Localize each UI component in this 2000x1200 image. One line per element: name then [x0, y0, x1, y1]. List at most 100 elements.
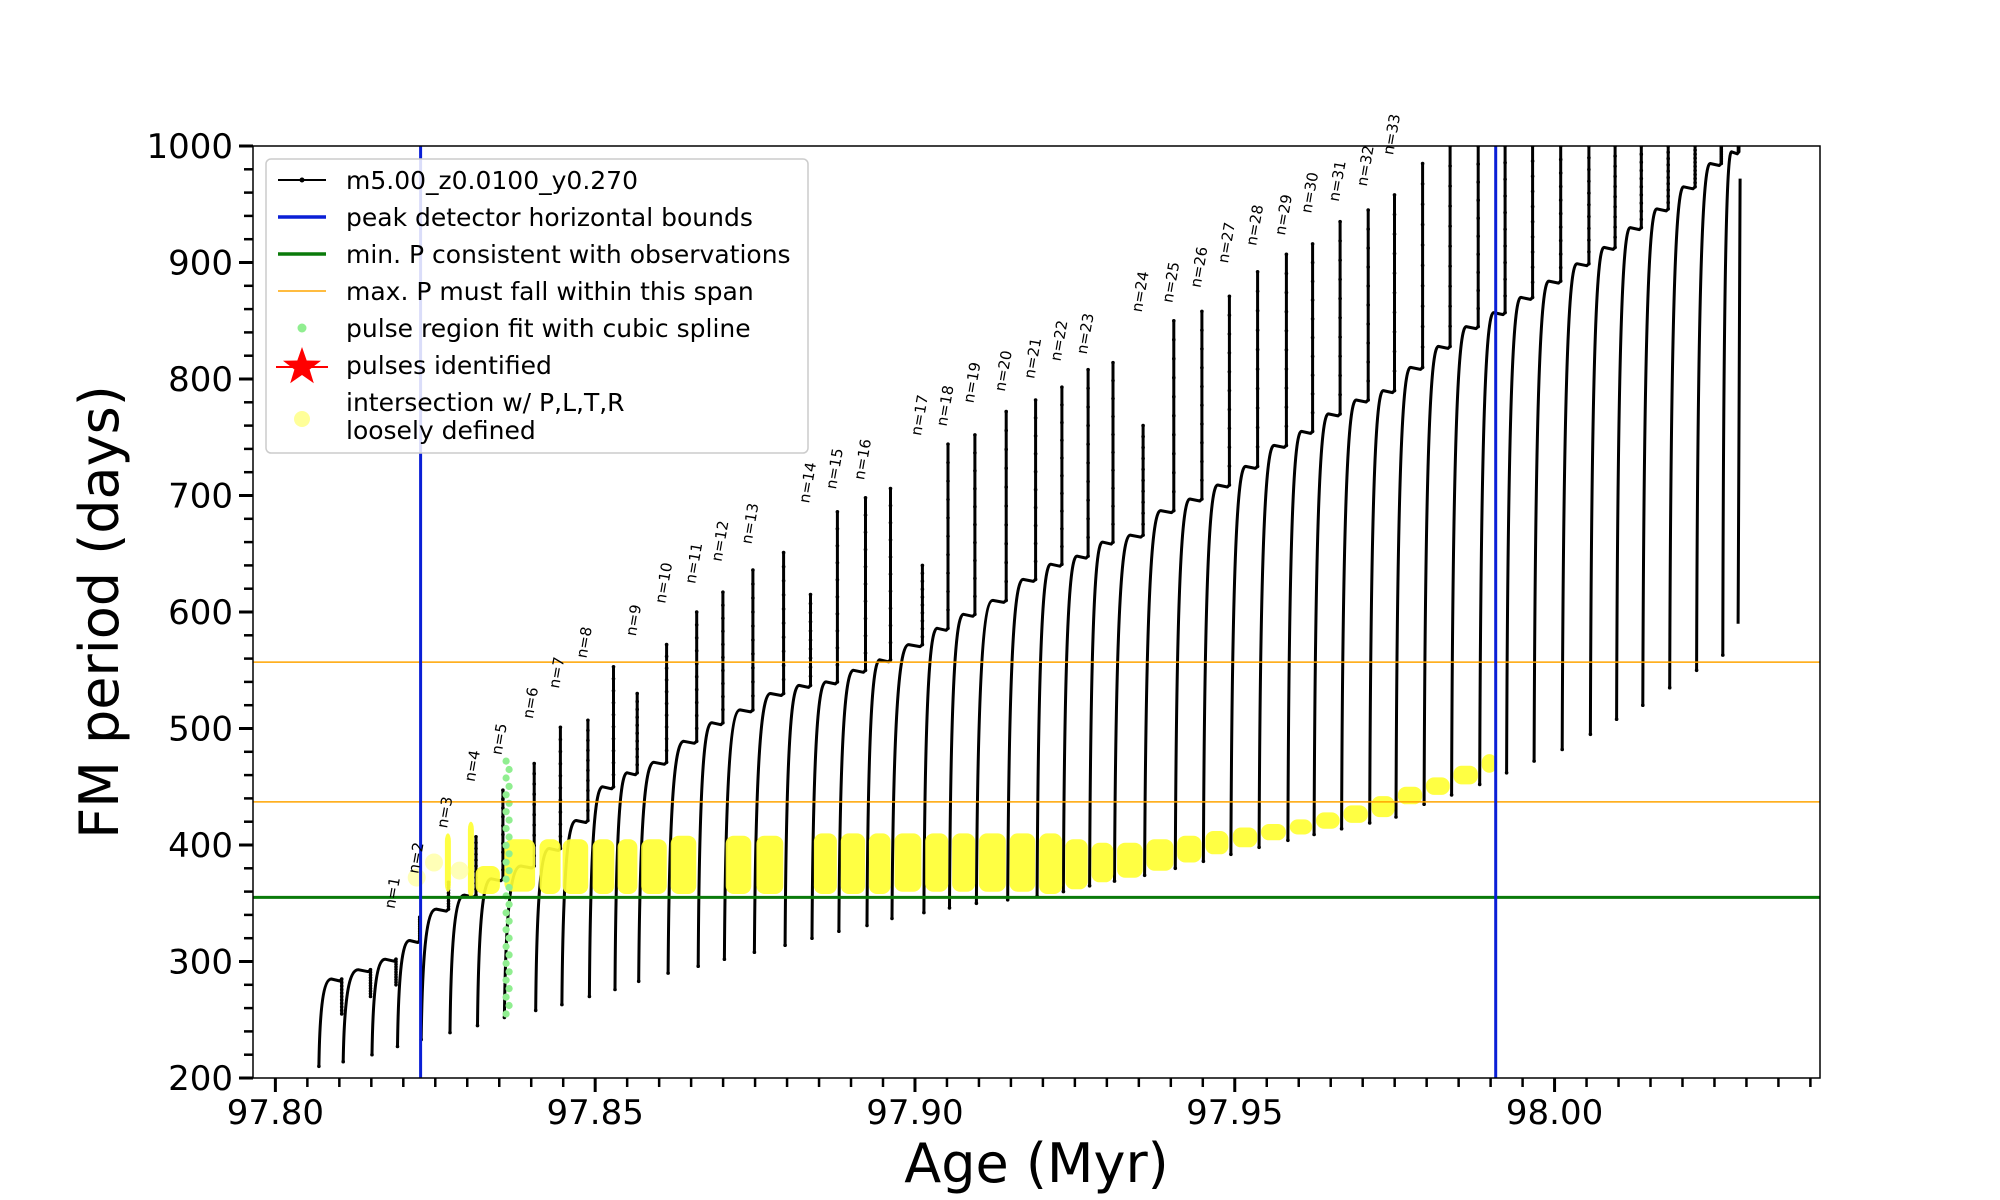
series-marker [1141, 467, 1145, 472]
series-marker [1286, 838, 1290, 843]
series-marker [1366, 322, 1370, 326]
series-marker [1255, 445, 1260, 449]
series-marker [1227, 388, 1232, 393]
x-tick-label: 98.00 [1506, 1093, 1603, 1133]
series-marker [973, 486, 977, 491]
series-marker [368, 992, 373, 996]
series-marker [694, 739, 699, 744]
series-marker [1086, 554, 1090, 558]
series-marker [1587, 261, 1591, 266]
series-marker [664, 689, 669, 694]
series-marker [611, 725, 616, 729]
series-marker [1476, 234, 1480, 239]
y-axis: 200 300 400 500 600 700 800 900 1000 [146, 127, 253, 1099]
series-marker [558, 737, 563, 742]
series-marker [532, 771, 536, 776]
series-marker [1172, 432, 1176, 437]
series-marker [721, 655, 725, 660]
series-marker [664, 725, 669, 729]
series-marker [973, 612, 977, 617]
intersection-marker [952, 833, 976, 892]
series-marker [1255, 386, 1260, 391]
intersection-marker [1261, 824, 1286, 841]
series-marker [752, 950, 757, 954]
series-marker [1558, 184, 1563, 189]
intersection-marker [725, 835, 752, 894]
series-marker [1558, 279, 1563, 283]
series-marker [751, 596, 755, 600]
series-marker [1476, 306, 1480, 311]
pulse-label: n=24 [1128, 270, 1153, 314]
series-marker [835, 646, 840, 650]
series-marker [1587, 250, 1591, 254]
series-marker [946, 442, 950, 447]
series-marker [613, 987, 617, 992]
series-marker [1392, 232, 1397, 236]
series-marker [1693, 176, 1697, 181]
series-marker [1310, 392, 1315, 396]
series-marker [1033, 434, 1038, 438]
intersection-marker [562, 839, 589, 894]
series-marker [1639, 201, 1644, 205]
pulse-label: n=6 [519, 686, 542, 720]
y-axis-label: FM period (days) [68, 385, 131, 839]
series-marker [341, 1059, 346, 1064]
series-marker [501, 797, 505, 801]
series-marker [558, 786, 563, 790]
series-marker [1558, 265, 1563, 270]
series-marker [1693, 185, 1697, 189]
series-marker [1255, 347, 1260, 352]
series-marker [835, 595, 840, 599]
series-marker [1257, 845, 1261, 850]
intersection-marker [1177, 835, 1202, 863]
series-marker [1613, 205, 1617, 209]
intersection-marker [1397, 786, 1423, 805]
x-tick-label: 97.90 [866, 1093, 963, 1133]
series-markers [317, 146, 1741, 1069]
series-marker [558, 761, 563, 766]
series-marker [1033, 416, 1038, 420]
series-marker [611, 785, 616, 789]
pulse-label: n=11 [681, 541, 706, 585]
series-marker [1310, 429, 1315, 434]
series-marker [1141, 500, 1145, 505]
pulse-label: n=7 [545, 655, 568, 689]
spline-point [505, 850, 513, 858]
series-marker [1448, 244, 1452, 248]
series-marker [808, 674, 813, 679]
series-marker [394, 980, 398, 984]
series-marker [808, 629, 813, 633]
series-marker [1338, 219, 1342, 224]
series-marker [863, 599, 868, 604]
series-marker [865, 923, 869, 928]
intersection-marker [1091, 842, 1114, 883]
legend-label: intersection w/ P,L,T,R loosely defined [346, 388, 625, 445]
series-marker [532, 761, 536, 766]
legend-label-line: loosely defined [346, 416, 536, 445]
series-marker [696, 964, 700, 968]
series-marker [1141, 511, 1145, 515]
series-marker [920, 595, 925, 599]
series-marker [1448, 164, 1452, 168]
series-marker [1613, 215, 1617, 219]
series-marker [1111, 468, 1115, 473]
intersection-marker [1146, 839, 1174, 871]
series-marker [1639, 160, 1644, 165]
intersection-marker [1117, 842, 1143, 878]
series-marker [664, 760, 669, 765]
series-marker [1310, 298, 1315, 302]
series-marker [694, 726, 699, 731]
spline-point [505, 883, 513, 892]
series-marker [1111, 378, 1115, 383]
series-marker [1172, 470, 1176, 475]
series-marker [1338, 277, 1342, 282]
series-marker [339, 980, 344, 985]
series-marker [1503, 260, 1507, 265]
series-marker [721, 642, 725, 647]
pulse-label: n=10 [651, 561, 676, 605]
series-marker [1366, 379, 1370, 383]
pulse-label: n=3 [433, 795, 456, 829]
series-marker [1111, 414, 1115, 419]
intersection-marker [450, 861, 469, 880]
